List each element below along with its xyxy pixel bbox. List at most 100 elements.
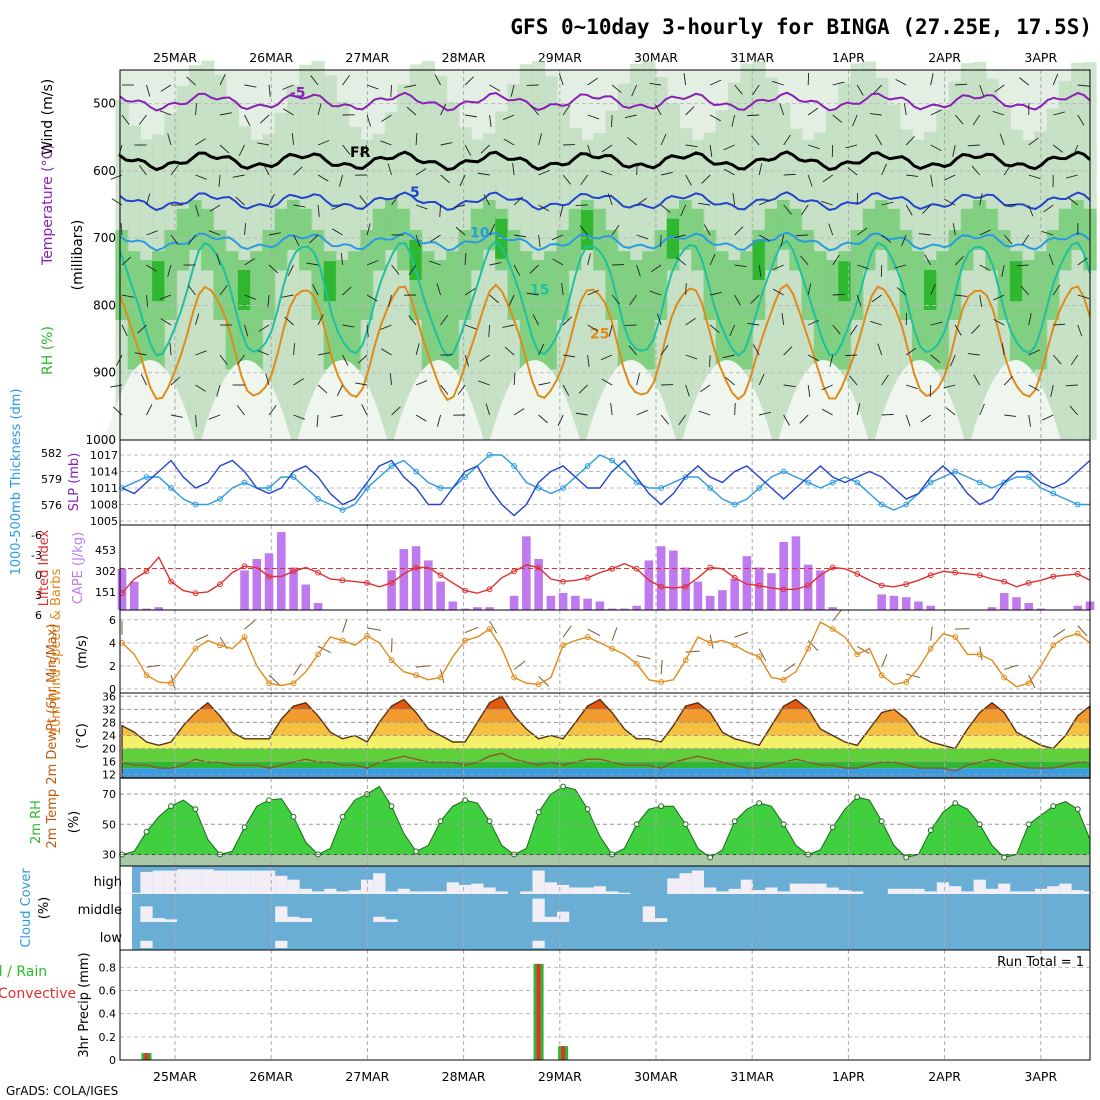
wind-barb [709, 324, 720, 334]
wind-barb [807, 319, 820, 326]
wind-barb [186, 76, 196, 86]
rh-fill-dark [666, 218, 681, 259]
lifted-index-line-point [315, 569, 321, 576]
wind-barb [489, 84, 501, 92]
precip-convective-bar [144, 1053, 149, 1060]
wind-barb-10m [783, 663, 796, 673]
rh-fill-mid [372, 208, 386, 271]
cape-bar [987, 607, 997, 610]
temp-units: (°C) [75, 723, 90, 749]
lifted-index-line-point [952, 569, 959, 576]
wind-barb [881, 234, 892, 243]
lifted-index-line-point [339, 577, 346, 584]
wind-barb [559, 204, 564, 217]
wind-barb [342, 286, 352, 296]
wind-barb-10m [685, 650, 700, 653]
cloud-bar-high [802, 883, 815, 894]
rh-fill-light [384, 112, 399, 441]
cloud-bar-middle [275, 906, 288, 922]
wind-barb [1050, 384, 1054, 397]
wind-barb [723, 168, 735, 176]
profile-axis-labels: RH (%) Temperature (°C)Wind (m/s) [40, 79, 56, 375]
thickness-line-point [1001, 479, 1008, 486]
wind-barb [832, 254, 840, 266]
rh-fill-dark [237, 270, 252, 310]
wind-barb [1020, 285, 1030, 296]
cape-bar [289, 567, 298, 610]
li-label-group: Lifted Index [37, 529, 52, 606]
contour-line--5 [119, 91, 1091, 112]
slp-tick: 1008 [90, 499, 118, 512]
cloud-bar-high [826, 887, 839, 894]
wind-barb [857, 264, 869, 270]
wind-barb [699, 384, 711, 393]
wind-barb [685, 282, 687, 296]
wind-barb [112, 406, 123, 416]
wind-barb [971, 324, 981, 334]
wind-speed-line-point [780, 676, 787, 683]
wind-barb [529, 264, 539, 274]
wind-barb [657, 313, 662, 326]
wind-barb [772, 264, 784, 271]
rh-point [903, 854, 910, 861]
wind-barb-10m [1077, 625, 1088, 637]
profile-units: (millibars) [70, 220, 86, 291]
rh-fill-dark [580, 210, 595, 250]
wind-barb [121, 256, 132, 266]
rh-fill-dark [152, 261, 166, 302]
date-label-bottom: 29MAR [538, 1069, 582, 1084]
wind-barb [258, 324, 270, 332]
wind-barb [783, 134, 791, 146]
wind-barb [336, 384, 343, 396]
rh-point [584, 806, 591, 813]
wind-barb [503, 138, 515, 146]
cloud-bar-middle [164, 919, 178, 922]
wind-barb [538, 204, 550, 212]
cape-bar [534, 559, 543, 610]
temp-tick: 28 [102, 716, 116, 729]
rh-point [486, 818, 493, 825]
lifted-index-line-point [1001, 578, 1008, 585]
lifted-index-line-point [756, 582, 763, 589]
wind-barb [146, 264, 157, 272]
rh-fill-mid [703, 230, 717, 320]
wind-barb [578, 384, 588, 394]
thickness-line-point [339, 507, 346, 513]
wind-barb [930, 73, 934, 86]
rh-point [1050, 803, 1057, 810]
cloud-bar-high [667, 878, 680, 894]
li-tick: -6 [31, 529, 42, 542]
wind-barb [783, 414, 790, 426]
wind-barb [732, 193, 736, 206]
cloud-bar-middle [140, 906, 153, 922]
wind-barb [636, 409, 648, 416]
y-tick-label: 600 [93, 164, 116, 178]
lifted-index-line-point [633, 565, 640, 572]
temp-label: 2m Temp 2m DewPt (6hr Min/Max) [45, 623, 60, 848]
precip-tick: 0.6 [99, 985, 117, 998]
wind-barb [772, 80, 784, 86]
wind-barb [601, 144, 613, 153]
wind-barb-10m [906, 673, 920, 678]
wind-barb [510, 84, 515, 97]
run-total: Run Total = 1 [997, 955, 1084, 970]
wind-speed-line-point [168, 680, 174, 687]
cloud-bar-high [593, 886, 606, 894]
cloud-bar-high [262, 870, 276, 894]
wind-barb-10m [562, 625, 572, 638]
wind-barb [312, 284, 319, 296]
wind-barb [1072, 144, 1079, 157]
wind-barb [562, 174, 572, 185]
wind-barb-10m [1052, 628, 1066, 638]
cloud-bar-high [434, 891, 447, 894]
thickness-line-point [364, 485, 370, 491]
wind-barb [538, 234, 541, 247]
rh-fill-mid [299, 208, 313, 271]
y-tick-label: 700 [93, 231, 116, 245]
wind-barb [950, 354, 956, 367]
thickness-line-point [192, 501, 199, 508]
wind-barb [366, 84, 379, 90]
wind-barb [701, 174, 711, 184]
lifted-index-line-point [1050, 573, 1057, 580]
wind-barb [992, 111, 1005, 116]
